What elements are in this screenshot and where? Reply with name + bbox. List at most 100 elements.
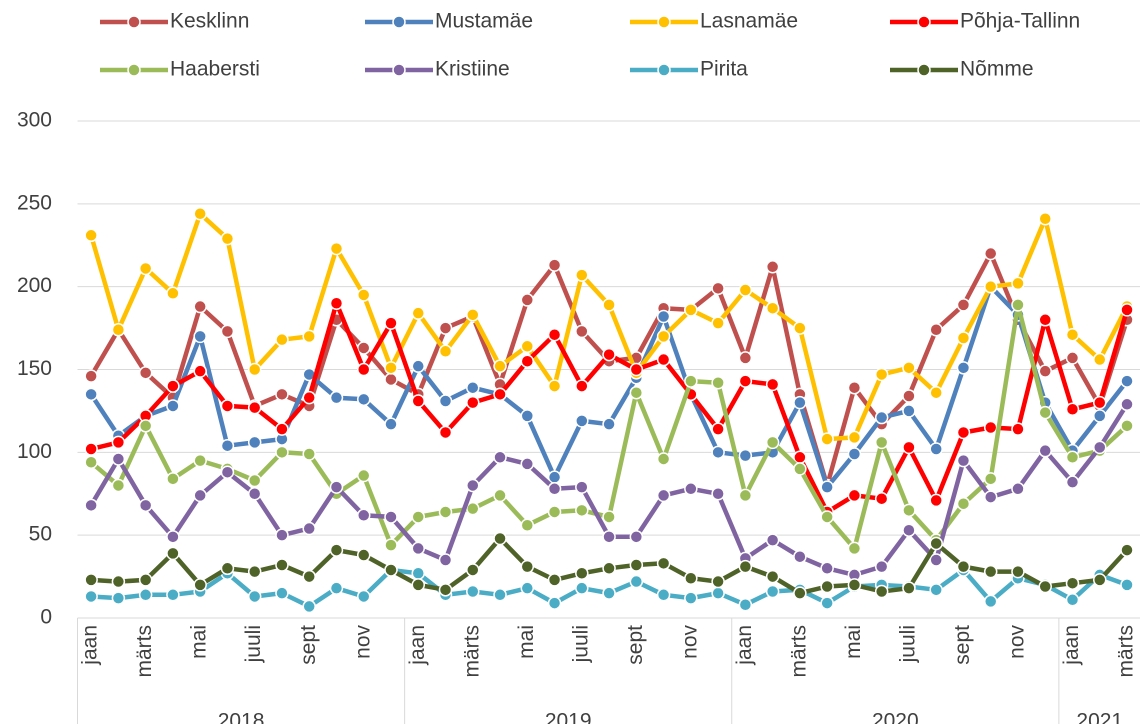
data-point [84, 589, 98, 604]
data-point [874, 367, 889, 382]
data-point [929, 536, 943, 551]
data-point [193, 488, 207, 503]
data-point [466, 563, 480, 577]
data-point [493, 588, 507, 602]
data-point [111, 478, 126, 493]
data-point [384, 417, 398, 431]
data-point [356, 548, 371, 562]
data-point [820, 480, 834, 494]
data-point [302, 390, 316, 405]
data-point [220, 438, 235, 453]
data-point [602, 561, 616, 576]
data-point [193, 299, 207, 314]
data-point [793, 549, 807, 564]
legend-marker [917, 63, 931, 77]
x-tick-label: nov [678, 625, 701, 659]
data-point [84, 228, 98, 243]
data-point [275, 558, 289, 572]
data-point [983, 490, 998, 504]
data-point [1038, 364, 1052, 378]
data-point [956, 298, 971, 312]
data-point [656, 309, 671, 324]
data-point [765, 569, 780, 584]
data-point [575, 581, 589, 595]
data-point [738, 488, 753, 503]
data-point [384, 316, 398, 330]
data-point [820, 510, 834, 524]
data-point [84, 455, 98, 470]
data-point [711, 487, 725, 501]
data-point [929, 493, 943, 508]
data-point [738, 559, 753, 574]
data-point [356, 288, 371, 302]
legend-marker [657, 63, 671, 77]
data-point [220, 561, 235, 576]
data-point [765, 584, 780, 599]
data-point [520, 559, 535, 574]
data-point [193, 578, 207, 592]
data-point [520, 293, 535, 307]
data-point [275, 332, 289, 347]
data-point [84, 442, 98, 456]
x-tick-label: jaan [79, 625, 102, 666]
data-point [520, 339, 535, 354]
data-point [738, 448, 753, 463]
data-point [983, 594, 998, 609]
data-point [247, 362, 262, 377]
legend-label: Lasnamäe [700, 10, 798, 33]
data-point [1093, 395, 1107, 410]
data-point [847, 488, 862, 503]
y-tick-label: 300 [17, 109, 52, 132]
data-point [956, 331, 971, 345]
data-point [329, 581, 344, 595]
data-point [220, 231, 235, 246]
legend-label: Kesklinn [170, 10, 249, 33]
y-tick-label: 150 [17, 357, 52, 380]
x-tick-label: märts [1115, 625, 1138, 678]
data-point [684, 571, 698, 585]
data-point [411, 566, 425, 581]
data-point [711, 376, 725, 390]
data-point [275, 586, 289, 600]
data-point [1120, 419, 1134, 433]
data-point [983, 420, 998, 435]
data-point [438, 344, 453, 359]
data-point [902, 503, 916, 518]
x-tick-label: sept [297, 625, 320, 665]
data-point [1011, 422, 1025, 436]
legend-marker [917, 15, 931, 29]
data-point [220, 465, 235, 479]
data-point [247, 487, 262, 501]
data-point [711, 281, 725, 296]
x-tick-label: nov [1006, 625, 1029, 659]
data-point [520, 409, 535, 423]
data-point [602, 530, 616, 544]
data-point [902, 361, 916, 375]
data-point [711, 574, 725, 589]
x-tick-label: mai [515, 625, 538, 659]
data-point [302, 599, 316, 614]
data-point [302, 521, 316, 536]
data-point [1011, 276, 1025, 291]
data-point [656, 452, 671, 466]
data-point [1038, 579, 1052, 594]
x-tick-label: sept [624, 625, 647, 665]
data-point [956, 559, 971, 574]
data-point [1093, 440, 1107, 455]
x-tick-label: jaan [733, 625, 756, 666]
data-point [793, 395, 807, 410]
y-tick-label: 200 [17, 274, 52, 297]
data-point [166, 379, 180, 393]
x-tick-label: juuli [896, 625, 919, 663]
data-point [493, 488, 507, 503]
data-point [166, 286, 180, 301]
data-point [956, 453, 971, 468]
x-group-label: 2019 [545, 710, 592, 724]
data-point [1120, 578, 1134, 592]
data-point [1038, 313, 1052, 327]
data-point [220, 324, 235, 339]
data-point [738, 351, 753, 365]
legend-label: Põhja-Tallinn [960, 10, 1080, 33]
data-point [111, 435, 126, 450]
data-point [411, 578, 425, 592]
